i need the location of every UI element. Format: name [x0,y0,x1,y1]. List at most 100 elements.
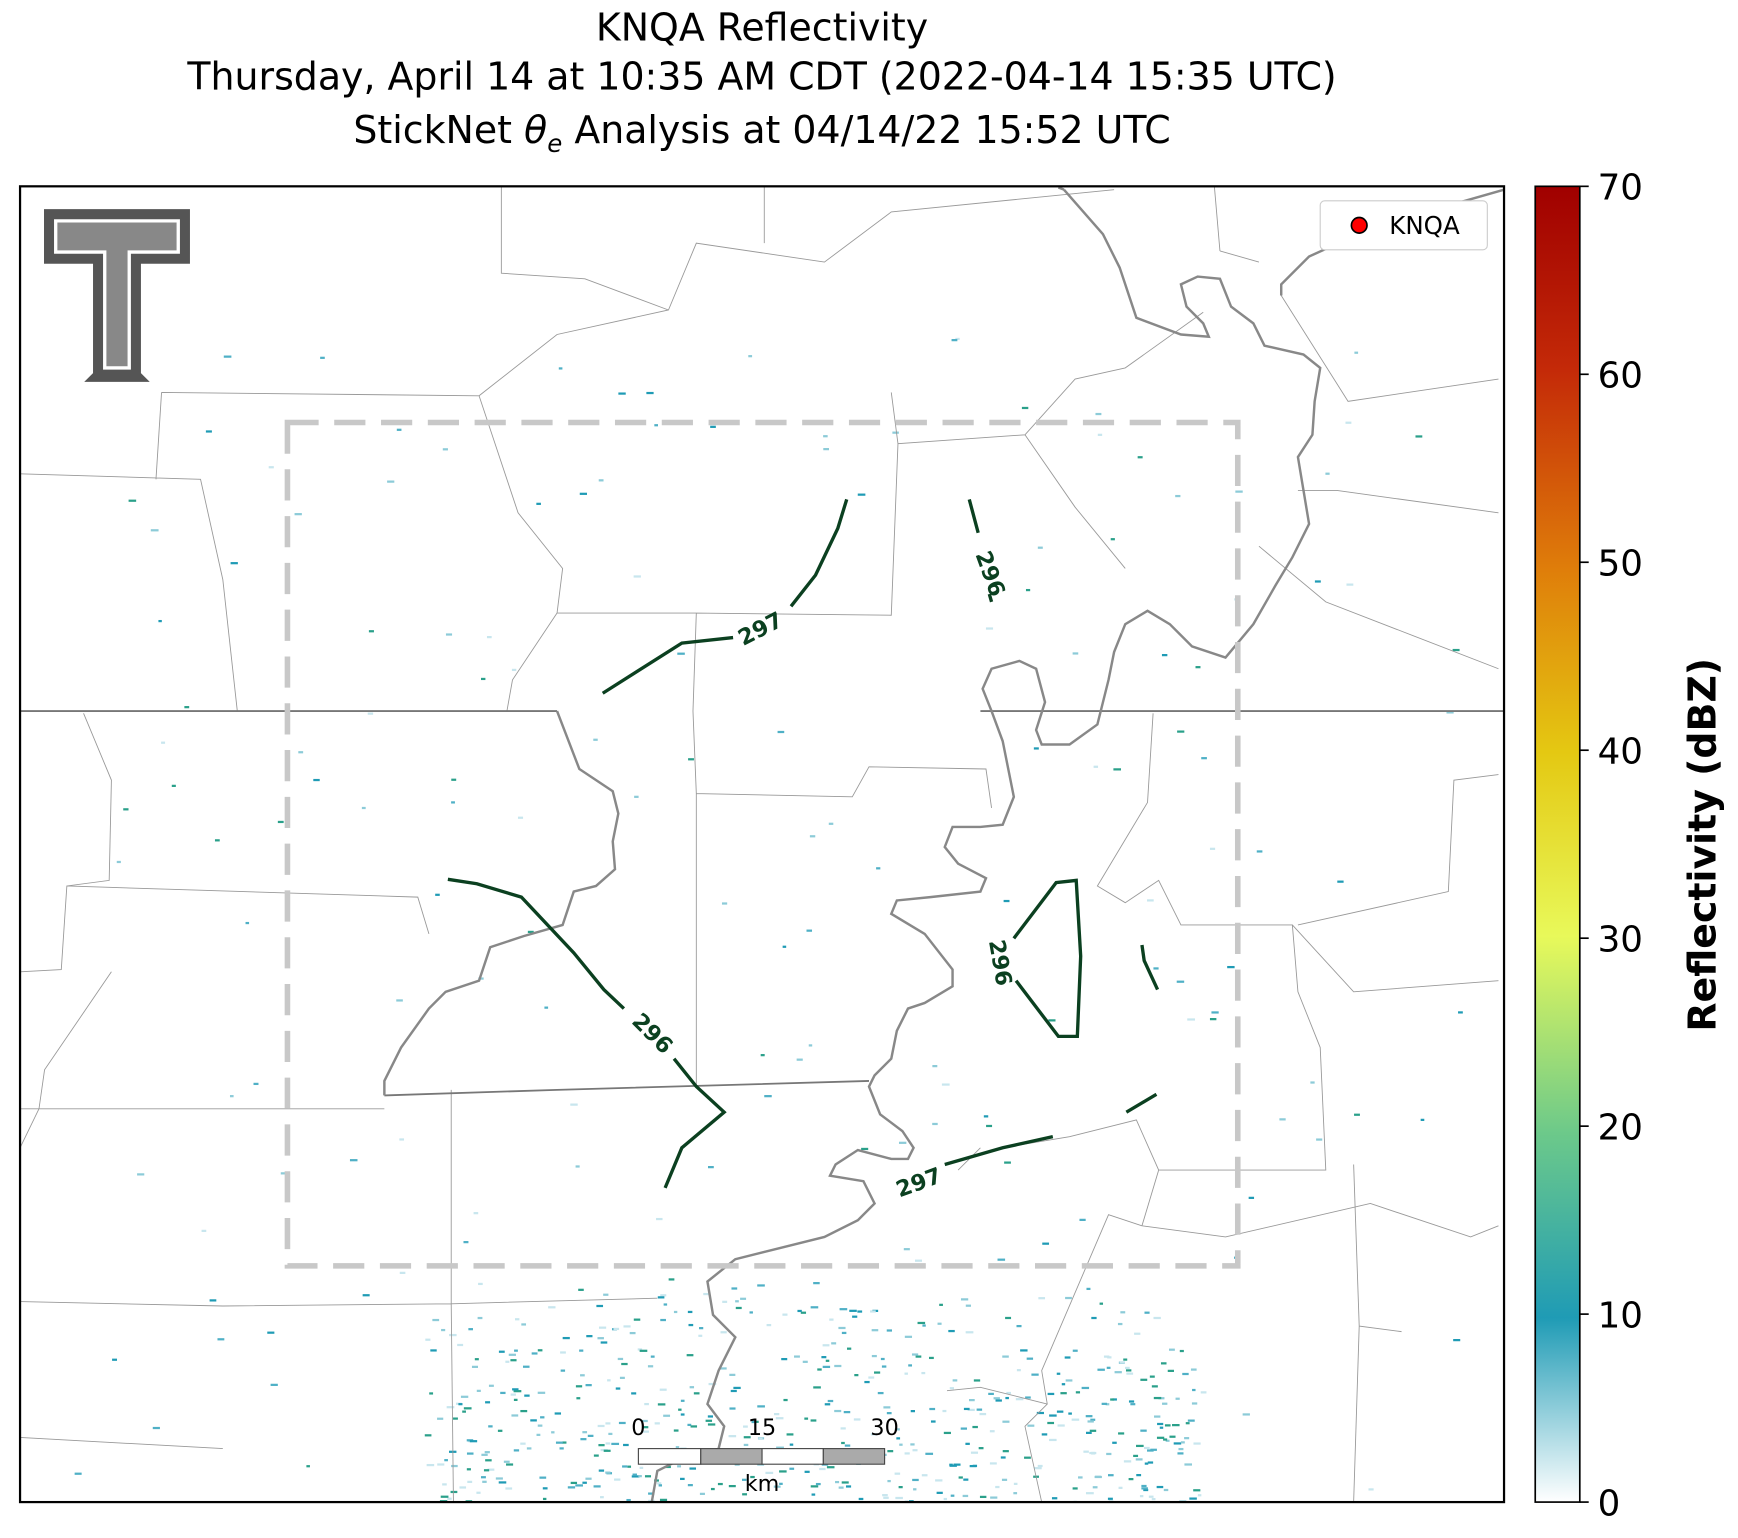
echo [813,1386,821,1389]
echo [986,1124,993,1128]
echo [520,1409,528,1413]
echo [495,1477,503,1480]
echo [1090,1418,1096,1421]
echo [478,1282,483,1286]
echo [1156,1485,1164,1489]
echo [728,1435,737,1438]
echo [838,1326,846,1330]
echo [1033,747,1039,750]
echo [843,1410,851,1414]
echo [775,1417,784,1420]
echo [593,1485,601,1488]
echo [1119,1361,1125,1364]
echo [874,1371,881,1374]
echo [559,1447,564,1450]
echo [473,1212,479,1215]
echo [446,1406,455,1409]
echo [668,1278,675,1281]
echo [435,893,440,896]
echo [776,1446,784,1449]
echo [560,1351,566,1354]
echo [849,1309,857,1312]
echo [663,1303,668,1306]
echo [1144,1446,1150,1450]
echo [1346,583,1354,586]
echo [912,1478,919,1482]
echo [1125,1369,1132,1372]
echo [1038,1297,1046,1300]
echo [184,706,190,709]
echo [598,1326,607,1329]
echo [429,1392,434,1395]
echo [530,1419,537,1422]
echo [868,1376,875,1379]
echo [760,1054,765,1057]
echo [804,1417,809,1420]
echo [680,1477,685,1481]
echo [1123,1460,1132,1463]
echo [1060,1392,1067,1395]
echo [551,1431,555,1434]
echo [1157,1422,1164,1426]
echo [112,1358,118,1361]
echo [613,1327,620,1331]
echo [757,1405,765,1408]
echo [1195,666,1201,669]
echo [847,1347,852,1350]
echo [513,1390,522,1393]
echo [542,1487,548,1490]
echo [939,1303,943,1306]
echo [536,502,541,505]
echo [1108,1474,1114,1477]
echo [729,1407,736,1410]
echo [929,1407,936,1411]
echo [1156,1436,1165,1439]
echo [717,1482,723,1486]
echo [660,1294,667,1297]
echo [482,1480,487,1483]
echo [808,1044,813,1047]
echo [949,1387,954,1390]
echo [824,1403,831,1406]
colorbar: Reflectivity (dBZ) 0 10 20 30 40 50 60 70 [1534,168,1725,1524]
echo [468,1328,473,1331]
echo [268,466,274,469]
echo [558,367,563,370]
echo [1149,1375,1155,1378]
echo [1049,1414,1057,1417]
theta: θ [524,108,547,152]
echo [834,1364,842,1368]
echo [1118,1486,1123,1489]
echo [1013,1482,1018,1485]
echo [1189,1497,1197,1500]
echo [1093,765,1099,768]
echo [1025,1396,1031,1399]
legend: KNQA [1319,200,1488,251]
echo [1172,1424,1180,1427]
echo [280,1172,288,1175]
echo [1047,1421,1055,1425]
echo [1162,1402,1168,1405]
echo [1041,1433,1048,1436]
colorbar-tick-label: 40 [1598,732,1643,773]
echo [116,860,121,864]
echo [450,1490,458,1494]
echo [654,1422,660,1425]
echo [796,1058,803,1061]
echo [852,1315,858,1318]
echo [445,633,453,636]
echo [748,355,753,358]
ttu-logo [40,205,194,386]
echo [861,1147,869,1151]
echo [1083,1450,1089,1453]
echo [877,1391,884,1395]
echo [819,1467,826,1471]
echo [648,1492,655,1495]
echo [1168,1348,1175,1351]
echo [1091,1316,1097,1320]
echo [1279,1118,1286,1121]
contour [447,877,727,1189]
echo [505,1360,510,1363]
echo [898,1486,903,1489]
echo [598,479,604,482]
